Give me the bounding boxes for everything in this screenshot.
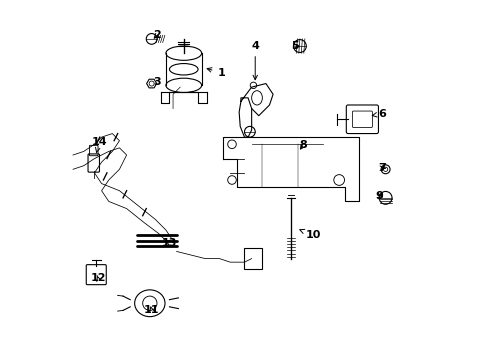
Text: 3: 3 xyxy=(153,77,161,87)
Text: 1: 1 xyxy=(207,68,224,78)
Text: 2: 2 xyxy=(153,30,161,40)
Text: 11: 11 xyxy=(143,305,159,315)
Text: 13: 13 xyxy=(162,238,177,248)
Text: 6: 6 xyxy=(371,109,385,119)
Text: 9: 9 xyxy=(375,191,383,201)
Text: 12: 12 xyxy=(90,273,105,283)
Text: 5: 5 xyxy=(290,41,298,51)
Text: 7: 7 xyxy=(377,163,385,173)
Text: 8: 8 xyxy=(299,140,306,150)
Text: 10: 10 xyxy=(299,229,321,240)
Text: 14: 14 xyxy=(91,138,107,153)
Text: 4: 4 xyxy=(251,41,259,80)
